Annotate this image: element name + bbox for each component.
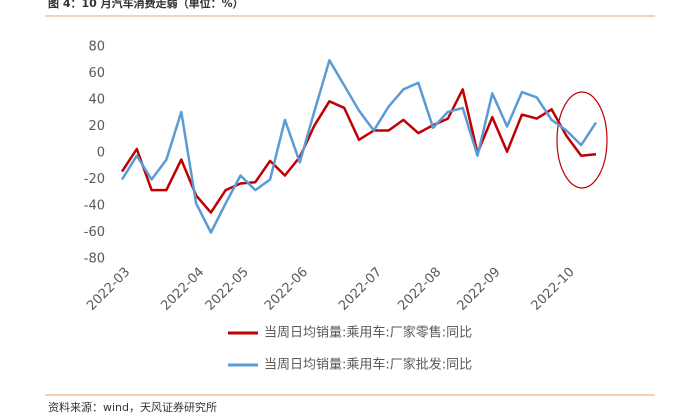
x-tick-label: 2022-09 [455, 265, 504, 314]
legend-label: 当周日均销量:乘用车:厂家零售:同比 [264, 325, 472, 341]
x-tick-label: 2022-06 [262, 265, 311, 314]
y-tick-label: -80 [84, 252, 105, 267]
source-note: 资料来源：wind，天风证券研究所 [48, 400, 217, 414]
series-line [120, 88, 597, 214]
y-tick-label: -20 [84, 172, 105, 187]
y-tick-label: 40 [88, 93, 105, 108]
y-tick-label: -40 [84, 199, 105, 214]
y-tick-label: 0 [97, 146, 105, 161]
x-tick-label: 2022-07 [336, 265, 385, 314]
y-tick-label: -60 [84, 225, 105, 240]
x-tick-label: 2022-03 [84, 265, 133, 314]
y-tick-label: 80 [88, 40, 105, 55]
legend-label: 当周日均销量:乘用车:厂家批发:同比 [264, 357, 472, 373]
x-tick-label: 2022-04 [158, 265, 207, 314]
series-line [120, 59, 598, 234]
x-tick-label: 2022-10 [529, 265, 578, 314]
chart-title: 图 4：10 月汽车消费走弱（单位：%） [48, 0, 244, 10]
y-tick-label: 60 [88, 66, 105, 81]
x-tick-label: 2022-08 [395, 265, 444, 314]
highlight-ellipse [556, 91, 608, 189]
y-tick-label: 20 [88, 119, 105, 134]
x-tick-label: 2022-05 [203, 265, 252, 314]
